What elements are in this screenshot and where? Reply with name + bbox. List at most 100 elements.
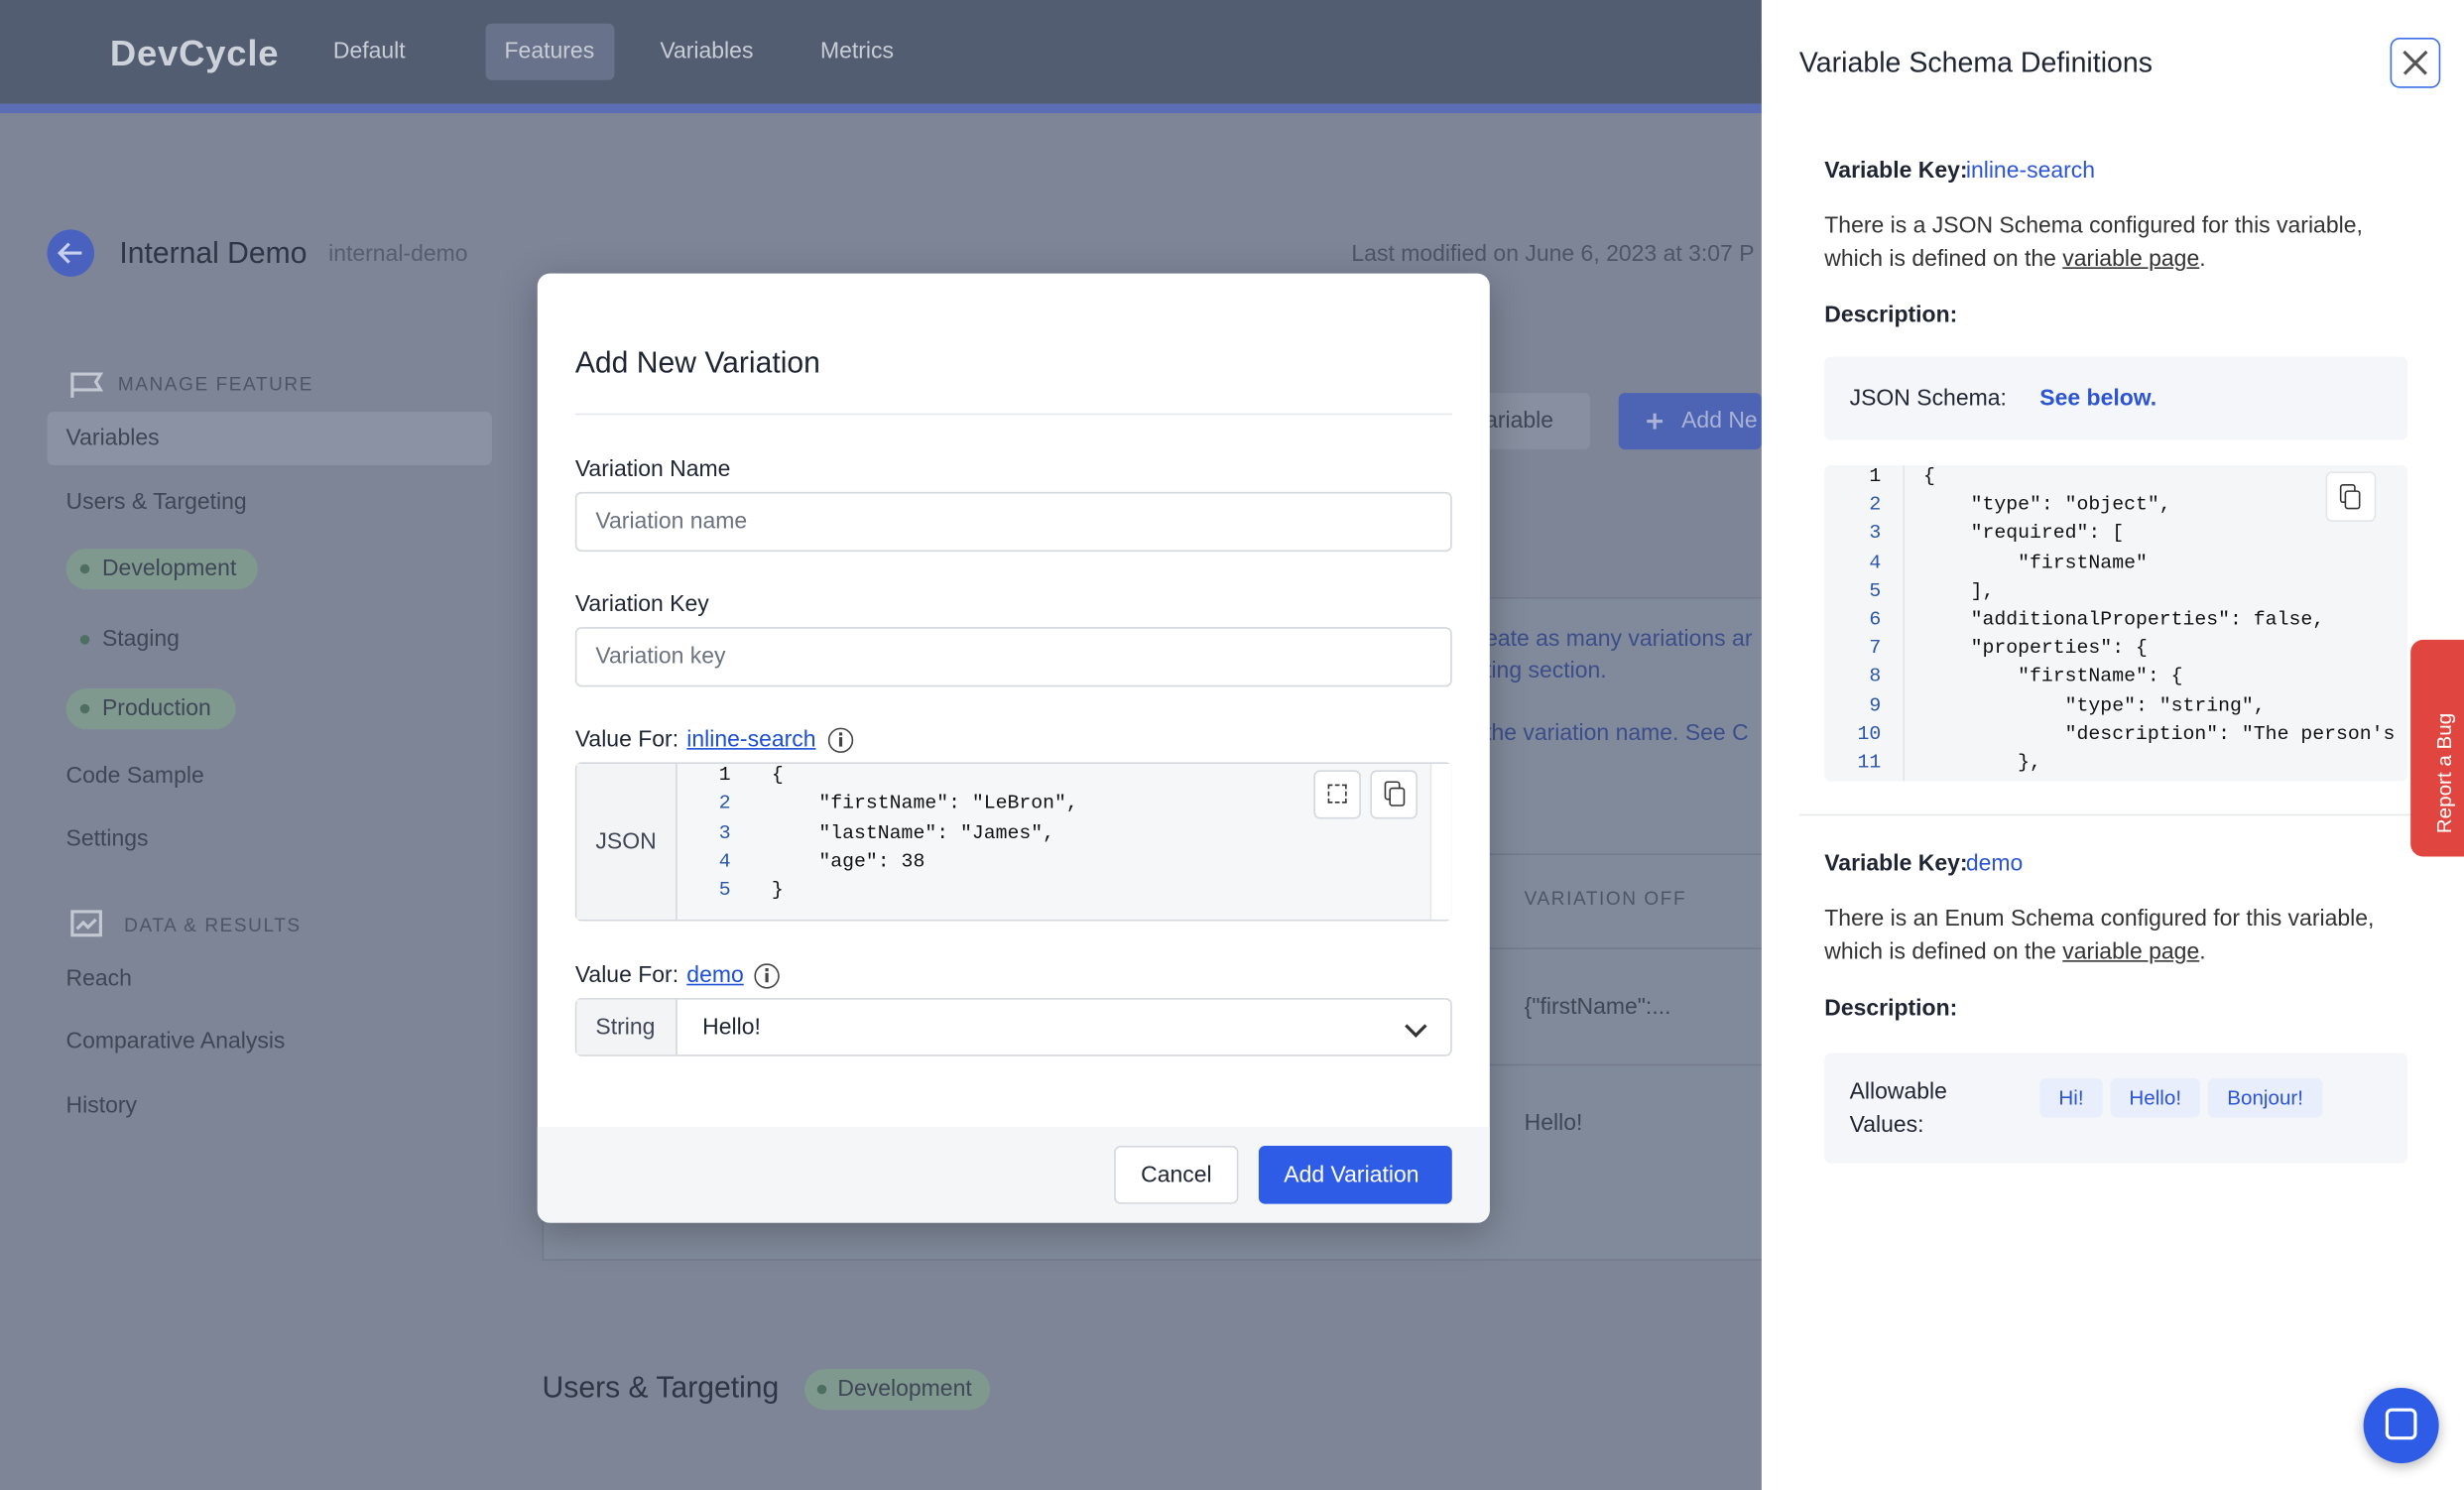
nav-active	[485, 23, 615, 80]
line-number: 2	[1869, 494, 1882, 517]
field-label: Value For:	[574, 727, 679, 753]
expand-button[interactable]	[1313, 770, 1361, 819]
env-pill	[65, 548, 258, 590]
plus	[1653, 413, 1657, 430]
info-icon	[827, 727, 854, 753]
section-title: Users & Targeting	[542, 1372, 780, 1406]
sidebar-active	[47, 412, 492, 465]
info-icon-bar	[765, 972, 769, 983]
schema-label: JSON Schema:	[1849, 386, 2007, 413]
bg-row-divider	[1485, 1063, 1762, 1066]
last-modified: Last modified on June 6, 2023 at 3:07 P	[1351, 241, 1755, 268]
env-label: Development	[837, 1376, 972, 1403]
scroll-track	[1429, 764, 1452, 920]
code-line: "type": "object",	[1923, 494, 2171, 517]
type-cell	[576, 764, 678, 920]
line-number: 3	[718, 821, 731, 844]
allowable-label: Allowable Values:	[1849, 1079, 1947, 1139]
bg-button[interactable]	[1477, 393, 1591, 450]
variable-key[interactable]: demo	[1965, 851, 2024, 877]
chat-button[interactable]	[2363, 1388, 2439, 1464]
section-heading: DATA & RESULTS	[124, 914, 302, 936]
section-heading: MANAGE FEATURE	[117, 373, 313, 396]
button-label: Add Ne	[1681, 408, 1758, 435]
code-line: {	[771, 764, 784, 787]
code-line: {	[1923, 465, 1935, 488]
line-number: 10	[1857, 722, 1882, 745]
nav-accent	[0, 103, 1762, 114]
nav-item[interactable]: Variables	[660, 39, 754, 64]
info-icon	[754, 963, 780, 989]
line-number: 9	[1869, 693, 1882, 717]
chip-label: Bonjour!	[2227, 1085, 2303, 1110]
code-line: "firstName"	[1923, 551, 2148, 573]
bg-button-primary[interactable]	[1618, 393, 1762, 450]
text: There is a JSON Schema configured for th…	[1824, 213, 2363, 273]
modal	[537, 273, 1490, 1223]
report-bug-tab[interactable]	[2410, 639, 2464, 857]
select-value: Hello!	[702, 1015, 761, 1041]
chat-glyph	[2385, 1408, 2417, 1440]
schema-link[interactable]: See below.	[2039, 386, 2157, 413]
env-item[interactable]: Production	[101, 695, 211, 722]
text: .	[2199, 246, 2206, 273]
code-line: "lastName": "James",	[771, 821, 1055, 844]
line-number: 4	[718, 850, 731, 873]
background-text: ting section.	[1485, 658, 1607, 684]
panel-title: Variable Schema Definitions	[1798, 47, 2154, 78]
env-item[interactable]: Staging	[101, 627, 180, 653]
nav-item[interactable]: Features	[504, 39, 595, 64]
brand: DevCycle	[109, 32, 280, 73]
button-label: ariable	[1485, 408, 1554, 435]
field-label: Value For:	[574, 963, 679, 989]
schema-code	[1824, 464, 2407, 782]
variable-key-label: Variable Key:	[1824, 158, 1968, 185]
paragraph: There is a JSON Schema configured for th…	[1824, 210, 2382, 277]
field-label: Variation Key	[574, 592, 709, 618]
report-bug-label: Report a Bug	[2432, 712, 2456, 834]
variable-link[interactable]: inline-search	[686, 727, 816, 753]
gutter-line	[1903, 464, 1906, 782]
line-number: 4	[1869, 551, 1882, 573]
text-input[interactable]	[574, 491, 1452, 553]
variable-key-label: Variable Key:	[1824, 851, 1968, 877]
sidebar-item[interactable]: History	[65, 1093, 138, 1119]
nav-item[interactable]: Default	[332, 39, 406, 64]
text-input[interactable]	[574, 627, 1452, 687]
nav-item[interactable]: Metrics	[819, 39, 894, 64]
code-area	[677, 764, 1430, 920]
variable-page-link[interactable]: variable page	[2062, 246, 2200, 273]
code-line: "required": [	[1923, 522, 2125, 546]
line-number: 3	[1869, 522, 1882, 546]
placeholder: Variation key	[595, 644, 726, 670]
sidebar-item[interactable]: Comparative Analysis	[65, 1029, 286, 1055]
code-line: },	[1923, 751, 2041, 774]
sidebar-item[interactable]: Variables	[65, 426, 160, 451]
variable-key[interactable]: inline-search	[1965, 158, 2096, 185]
bg-row-divider	[1485, 853, 1762, 855]
line-number: 7	[1869, 637, 1882, 660]
env-item[interactable]: Development	[101, 556, 237, 582]
select[interactable]	[574, 998, 1452, 1056]
sidebar-item[interactable]: Code Sample	[65, 763, 204, 790]
text: There is an Enum Schema configured for t…	[1824, 907, 2375, 965]
copy-glyph	[2344, 490, 2361, 510]
cancel-button[interactable]	[1114, 1146, 1239, 1204]
feature-key: internal-demo	[328, 241, 468, 268]
close-button[interactable]	[2390, 38, 2441, 88]
code-line: "firstName": "LeBron",	[771, 793, 1078, 815]
table-cell: Hello!	[1524, 1111, 1583, 1137]
sidebar-item[interactable]: Users & Targeting	[65, 490, 247, 516]
column-header: VARIATION OFF	[1524, 887, 1687, 910]
value-chip	[2039, 1077, 2103, 1118]
variable-link[interactable]: demo	[686, 963, 744, 989]
variable-page-link[interactable]: variable page	[2062, 939, 2200, 965]
sidebar-item[interactable]: Reach	[65, 966, 132, 992]
paragraph: There is an Enum Schema configured for t…	[1824, 904, 2382, 970]
sidebar-item[interactable]: Settings	[65, 826, 149, 852]
submit-button[interactable]	[1258, 1146, 1452, 1204]
line-number: 5	[718, 879, 731, 902]
